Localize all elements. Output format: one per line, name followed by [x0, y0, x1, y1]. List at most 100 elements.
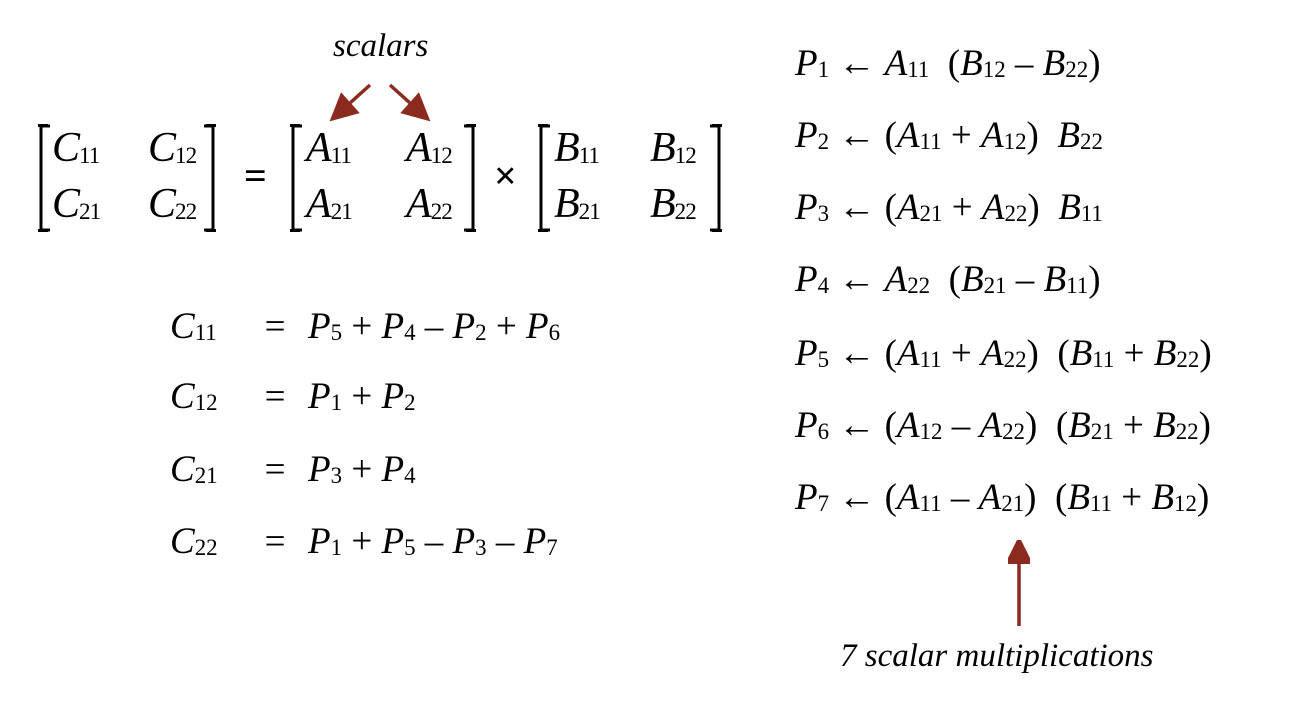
- p-rhs-term-var: B: [960, 43, 983, 84]
- c-rhs-term-operator: –: [415, 306, 453, 347]
- p-rhs-term-var: A: [896, 115, 920, 156]
- p-lhs-subscript: 2: [817, 128, 830, 154]
- p-rhs-term-operator: ) (: [1025, 405, 1069, 446]
- c-rhs-term-operator: –: [486, 521, 524, 562]
- p-rhs-term-operator: ) (: [1024, 477, 1068, 518]
- p-rhs-term-var: B: [960, 259, 984, 300]
- p-rhs-term-subscript: 22: [1079, 128, 1103, 154]
- p-rhs-term-operator: +: [942, 187, 982, 228]
- c-equation-21: C21 = P3 + P4: [170, 448, 416, 491]
- matrix-b-cell-21: B21: [554, 181, 601, 227]
- p-rhs-term-var: B: [1043, 259, 1067, 300]
- p-rhs-term-operator: (: [884, 477, 897, 518]
- p-rhs-term-subscript: 22: [1003, 346, 1027, 372]
- c-equation-equals: =: [264, 521, 286, 562]
- p-lhs-subscript: 7: [817, 490, 830, 516]
- c-rhs-term-operator: +: [486, 306, 526, 347]
- p-rhs-term-subscript: 11: [1080, 200, 1103, 226]
- c-equation-12: C12 = P1 + P2: [170, 375, 416, 418]
- p-rhs-term-var: A: [884, 259, 908, 300]
- p-lhs-operator: ←: [829, 333, 885, 374]
- matrix-c-cell-22: C22: [148, 181, 197, 227]
- matrix-c-cell-21: C21: [52, 181, 101, 227]
- p-lhs-operator: ←: [829, 115, 885, 156]
- p-rhs-term-subscript: 22: [1176, 346, 1200, 372]
- matrix-a: A11 A12 A21 A22: [290, 124, 476, 232]
- c-rhs-term-subscript: 7: [546, 534, 558, 560]
- p-rhs-term-operator: –: [941, 477, 979, 518]
- p-rhs-term-operator: (: [884, 333, 897, 374]
- c-rhs-term-var: P: [381, 521, 405, 562]
- p-rhs-term-var: B: [1151, 477, 1174, 518]
- c-lhs-subscript: 21: [194, 462, 218, 488]
- p-rhs-term-operator: ): [1199, 333, 1212, 374]
- p-rhs-term-var: A: [978, 477, 1002, 518]
- p-rhs-term-operator: +: [941, 115, 981, 156]
- c-rhs-term-operator: +: [342, 521, 382, 562]
- c-equation-equals: =: [264, 449, 286, 490]
- matrix-a-cell-12: A12: [406, 125, 453, 171]
- p-rhs-term-var: A: [981, 187, 1005, 228]
- c-equation-11: C11 = P5 + P4 – P2 + P6: [170, 305, 560, 348]
- p-lhs-subscript: 5: [817, 346, 830, 372]
- p-rhs-term-subscript: 12: [982, 56, 1006, 82]
- scalars-arrow-right: [388, 83, 431, 122]
- p-rhs-term-subscript: 22: [1004, 200, 1028, 226]
- p-rhs-term-subscript: 22: [907, 272, 931, 298]
- c-rhs-term-subscript: 4: [404, 462, 416, 488]
- p-lhs-var: P: [795, 187, 818, 228]
- equals-sign: =: [244, 153, 267, 198]
- p-rhs-term-subscript: 21: [1090, 418, 1114, 444]
- p-definition-6: P6 ← (A12 – A22) (B21 + B22): [795, 404, 1211, 447]
- c-rhs-term-subscript: 6: [548, 319, 561, 345]
- c-rhs-term-var: P: [308, 306, 331, 347]
- c-lhs-var: C: [170, 521, 195, 562]
- c-equation-22: C22 = P1 + P5 – P3 – P7: [170, 520, 558, 563]
- c-equation-lhs: C12: [170, 375, 258, 418]
- c-rhs-term-var: P: [452, 306, 476, 347]
- matrix-c-cell-11: C11: [52, 125, 100, 171]
- p-rhs-term-operator: ): [1088, 43, 1101, 84]
- matrix-a-cell-11: A11: [306, 125, 352, 171]
- p-rhs-term-operator: ): [1088, 259, 1101, 300]
- c-lhs-subscript: 22: [194, 534, 218, 560]
- c-rhs-term-subscript: 1: [330, 534, 343, 560]
- p-rhs-term-subscript: 22: [1175, 418, 1199, 444]
- p-rhs-term-var: A: [979, 405, 1003, 446]
- c-rhs-term-var: P: [381, 376, 405, 417]
- p-rhs-term-operator: +: [1114, 333, 1154, 374]
- p-rhs-term-subscript: 12: [919, 418, 943, 444]
- c-rhs-term-subscript: 3: [475, 534, 487, 560]
- p-rhs-term-operator: ): [1027, 187, 1059, 228]
- p-definition-2: P2 ← (A11 + A12) B22: [795, 114, 1103, 157]
- p-rhs-term-operator: –: [1005, 43, 1043, 84]
- p-rhs-term-operator: +: [1113, 405, 1154, 446]
- p-lhs-operator: ←: [829, 477, 885, 518]
- c-rhs-term-subscript: 4: [404, 319, 416, 345]
- c-rhs-term-subscript: 3: [330, 462, 343, 488]
- p-lhs-operator: ←: [829, 405, 885, 446]
- p-rhs-term-var: A: [980, 115, 1004, 156]
- scalars-arrows: [329, 83, 431, 122]
- p-rhs-term-var: A: [980, 333, 1004, 374]
- c-rhs-term-operator: +: [342, 306, 382, 347]
- scalars-label: scalars: [333, 28, 429, 64]
- c-rhs-term-var: P: [308, 376, 331, 417]
- p-lhs-var: P: [795, 259, 818, 300]
- c-rhs-term-var: P: [308, 521, 331, 562]
- p-lhs-operator: ←: [829, 43, 885, 84]
- p-definition-1: P1 ← A11 (B12 – B22): [795, 42, 1101, 85]
- c-lhs-subscript: 11: [194, 319, 217, 345]
- p-rhs-term-operator: (: [929, 43, 961, 84]
- c-equation-lhs: C11: [170, 305, 258, 348]
- matrix-b: B11 B12 B21 B22: [538, 124, 722, 232]
- matrix-a-cell-22: A22: [406, 181, 453, 227]
- p-lhs-var: P: [795, 333, 818, 374]
- p-definition-4: P4 ← A22 (B21 – B11): [795, 258, 1101, 301]
- c-rhs-term-operator: +: [342, 449, 382, 490]
- p-rhs-term-var: B: [1057, 115, 1080, 156]
- matrix-a-cell-21: A21: [306, 181, 353, 227]
- c-lhs-subscript: 12: [194, 389, 218, 415]
- p-rhs-term-var: B: [1067, 477, 1090, 518]
- p-rhs-term-subscript: 22: [1065, 56, 1089, 82]
